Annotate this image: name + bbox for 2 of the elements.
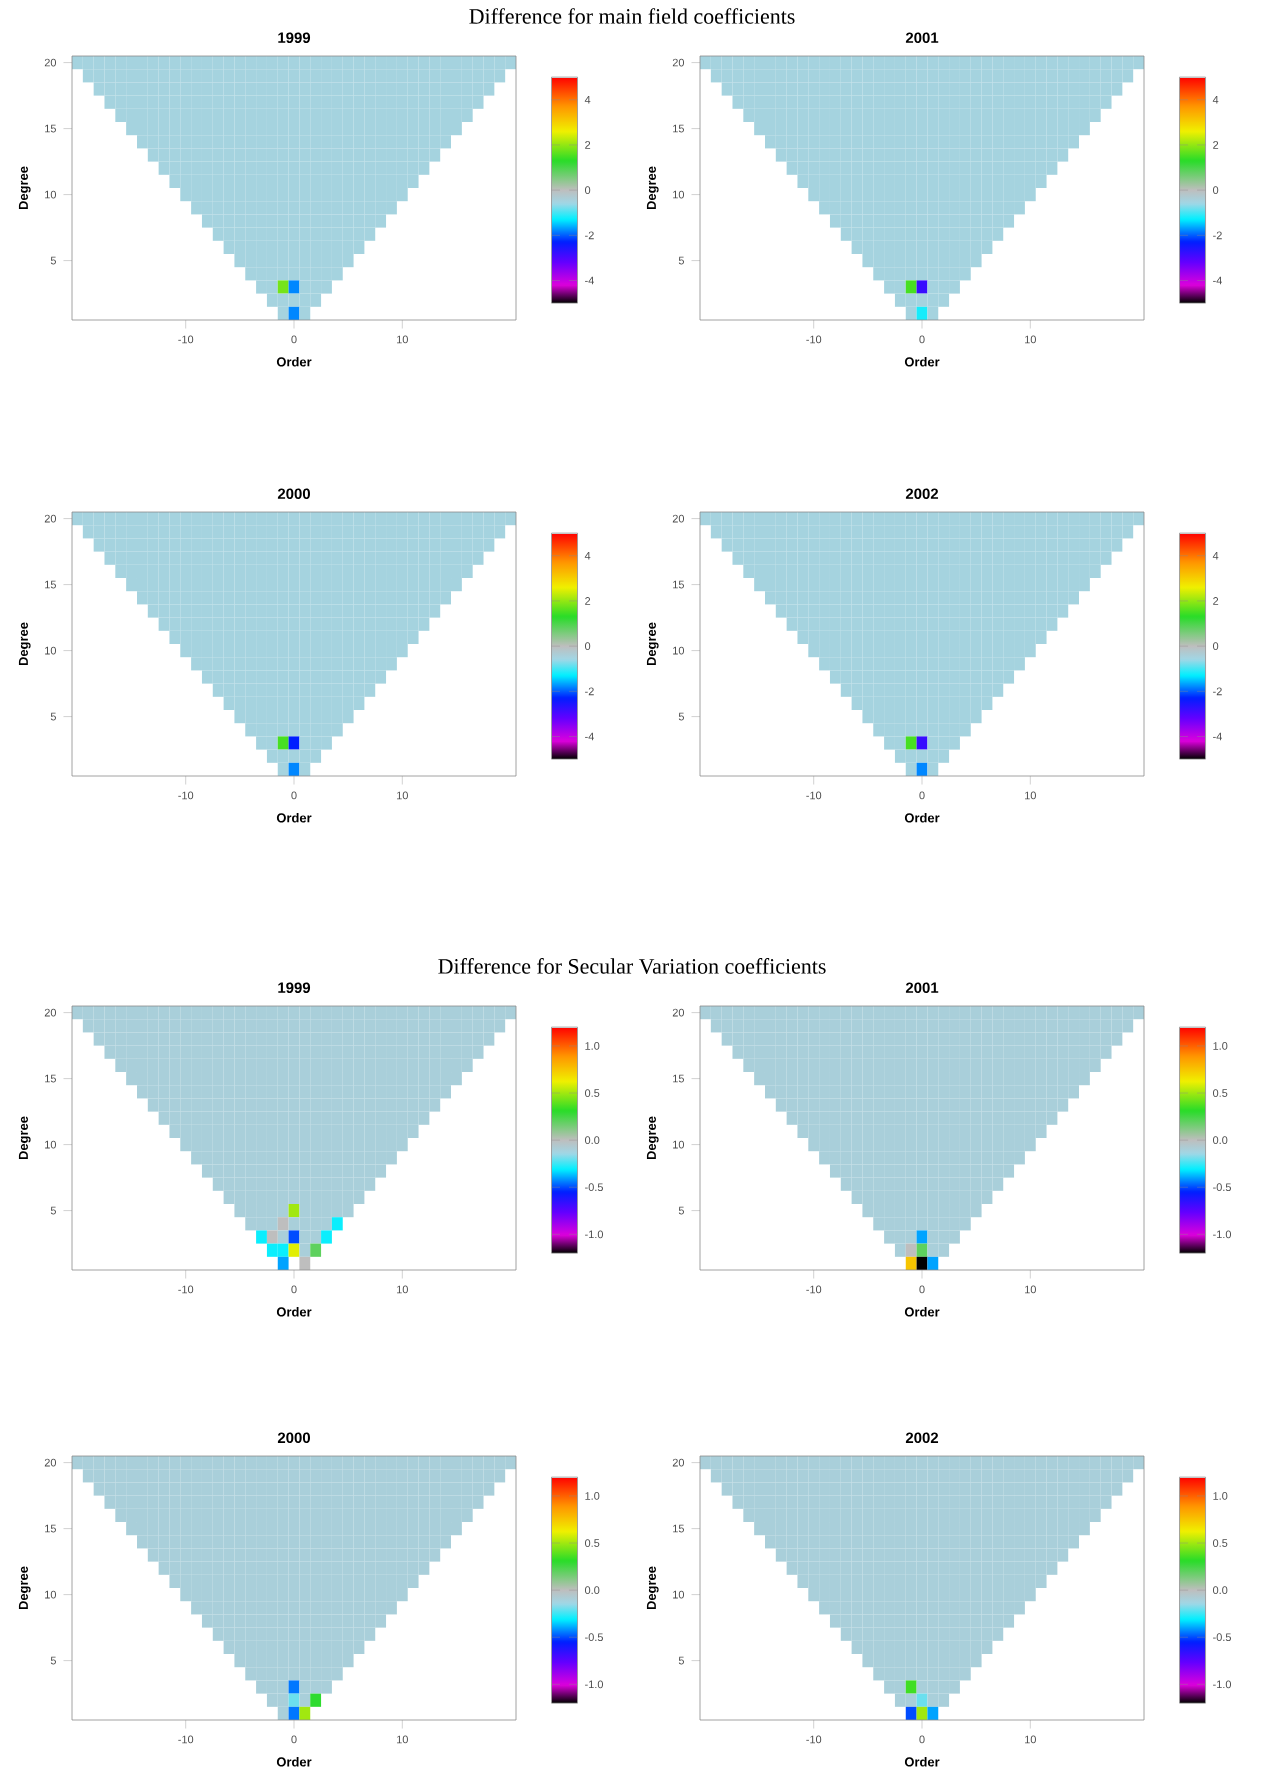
text: Difference for Secular Variation coefficients (438, 958, 826, 974)
text: Difference for main field coefficients (469, 8, 795, 24)
